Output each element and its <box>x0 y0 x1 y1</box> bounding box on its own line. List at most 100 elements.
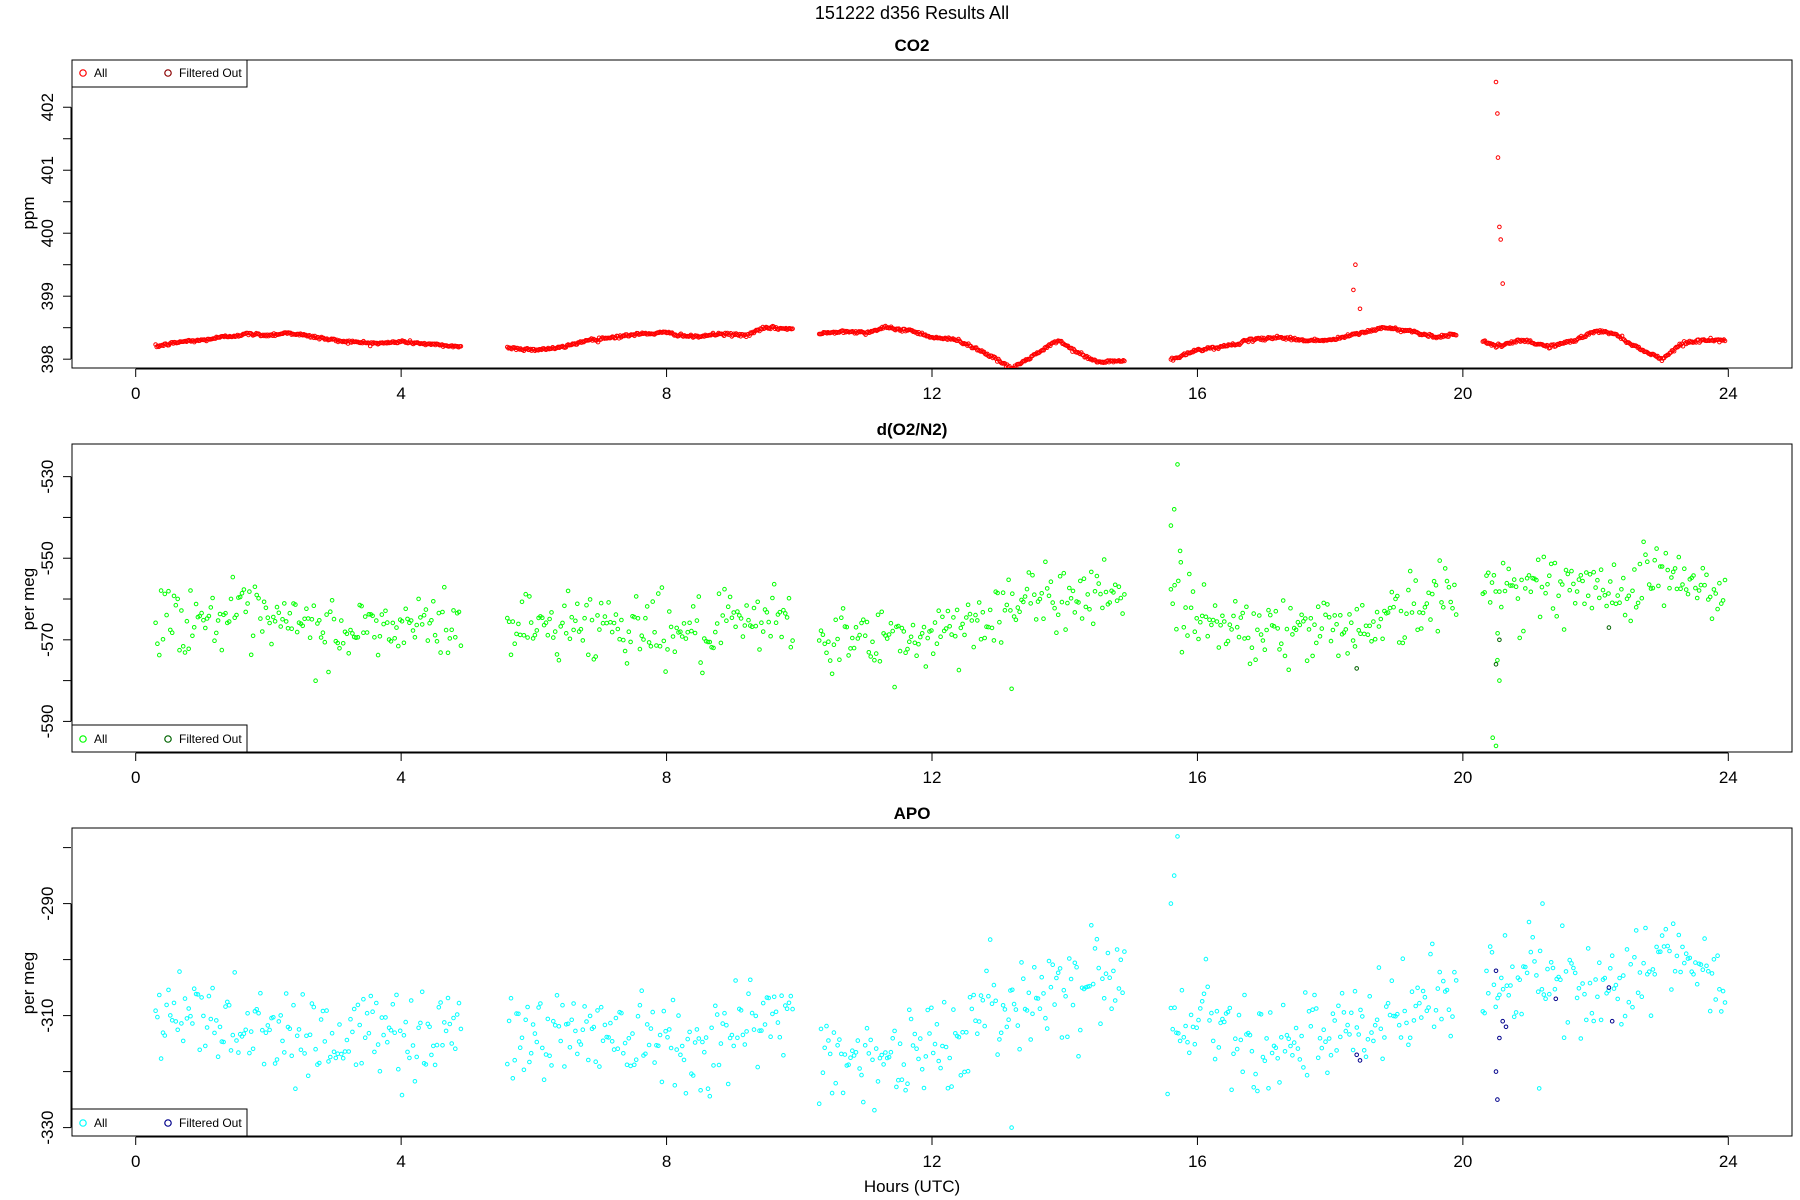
data-point <box>173 1019 179 1024</box>
data-point <box>1317 634 1323 639</box>
data-point <box>552 629 558 634</box>
data-point <box>670 634 676 639</box>
data-point <box>1341 1010 1347 1015</box>
data-point <box>1030 1011 1035 1017</box>
data-point <box>164 1002 169 1008</box>
data-point <box>180 644 186 649</box>
data-point <box>1260 638 1266 643</box>
data-point <box>1519 1011 1524 1017</box>
data-point <box>1185 1039 1190 1045</box>
data-point <box>997 619 1002 625</box>
data-point <box>1367 994 1372 999</box>
data-point <box>525 1004 530 1010</box>
y-axis-label: per meg <box>19 568 38 630</box>
data-point <box>674 625 680 631</box>
data-point <box>1424 1008 1430 1014</box>
data-point <box>1079 350 1084 355</box>
data-point <box>188 1013 193 1019</box>
data-point <box>1039 591 1044 596</box>
data-point <box>1400 640 1406 646</box>
data-point <box>837 1037 842 1042</box>
data-point <box>191 625 197 630</box>
data-point <box>1652 557 1657 563</box>
data-point <box>1406 587 1411 593</box>
data-point <box>1231 1051 1236 1057</box>
data-point <box>929 1005 934 1011</box>
data-point <box>282 601 287 606</box>
data-point <box>1351 287 1356 293</box>
data-point <box>912 640 918 646</box>
x-tick-label: 12 <box>923 768 942 787</box>
data-point <box>1413 1003 1418 1009</box>
data-point <box>1242 636 1247 641</box>
data-point <box>1198 619 1203 625</box>
data-point <box>925 635 931 641</box>
data-point <box>790 1006 795 1012</box>
data-point <box>685 1036 691 1042</box>
data-point <box>1078 578 1083 584</box>
data-point <box>1238 615 1244 620</box>
data-point <box>405 616 410 622</box>
data-point <box>678 629 683 635</box>
data-point <box>423 607 429 612</box>
data-point <box>1402 635 1407 640</box>
data-point <box>1439 600 1444 605</box>
data-point <box>1032 592 1037 598</box>
data-point <box>657 1032 663 1038</box>
data-point <box>864 1025 870 1031</box>
data-point <box>1511 577 1517 582</box>
data-point <box>705 1086 711 1091</box>
data-point <box>1574 995 1580 1001</box>
data-point <box>976 600 982 605</box>
data-point <box>611 620 617 626</box>
data-point <box>1576 577 1582 582</box>
data-point <box>1168 1005 1174 1011</box>
data-point <box>223 1004 228 1009</box>
data-point <box>943 1044 949 1050</box>
data-point <box>1176 1031 1181 1036</box>
data-point <box>1676 554 1682 560</box>
data-point <box>916 641 921 647</box>
data-point <box>982 1023 988 1029</box>
data-point <box>1319 626 1325 631</box>
data-point <box>162 1033 168 1038</box>
data-point <box>1450 1014 1455 1019</box>
data-point <box>571 1001 576 1006</box>
data-point <box>429 618 434 623</box>
data-point <box>1297 1057 1303 1062</box>
data-point <box>258 990 263 996</box>
data-point <box>208 1016 214 1022</box>
data-point <box>278 624 284 629</box>
data-point <box>831 642 837 648</box>
data-point <box>1661 944 1667 949</box>
data-point <box>1101 996 1107 1001</box>
data-point <box>1277 1080 1282 1085</box>
data-point <box>1693 585 1698 591</box>
data-point <box>1259 335 1264 341</box>
data-point <box>984 624 989 630</box>
data-point <box>223 610 228 616</box>
data-point <box>971 644 977 650</box>
data-point <box>702 1049 707 1055</box>
data-point <box>1170 1026 1175 1032</box>
data-point <box>1495 995 1500 1001</box>
data-point <box>855 636 861 641</box>
data-point <box>783 611 788 616</box>
data-point <box>1680 582 1685 587</box>
data-point <box>663 1028 668 1034</box>
data-point <box>1035 996 1041 1001</box>
data-point <box>1179 987 1185 993</box>
data-point <box>1517 635 1522 641</box>
data-point <box>1597 960 1602 966</box>
data-point <box>617 636 622 642</box>
data-point <box>432 632 438 638</box>
x-tick-label: 20 <box>1453 384 1472 403</box>
data-point <box>1632 955 1637 960</box>
data-point <box>514 1011 519 1016</box>
data-point <box>361 630 366 636</box>
data-point <box>1486 570 1491 576</box>
data-point <box>1234 624 1240 630</box>
data-point <box>1499 975 1504 981</box>
data-point <box>1624 947 1630 952</box>
